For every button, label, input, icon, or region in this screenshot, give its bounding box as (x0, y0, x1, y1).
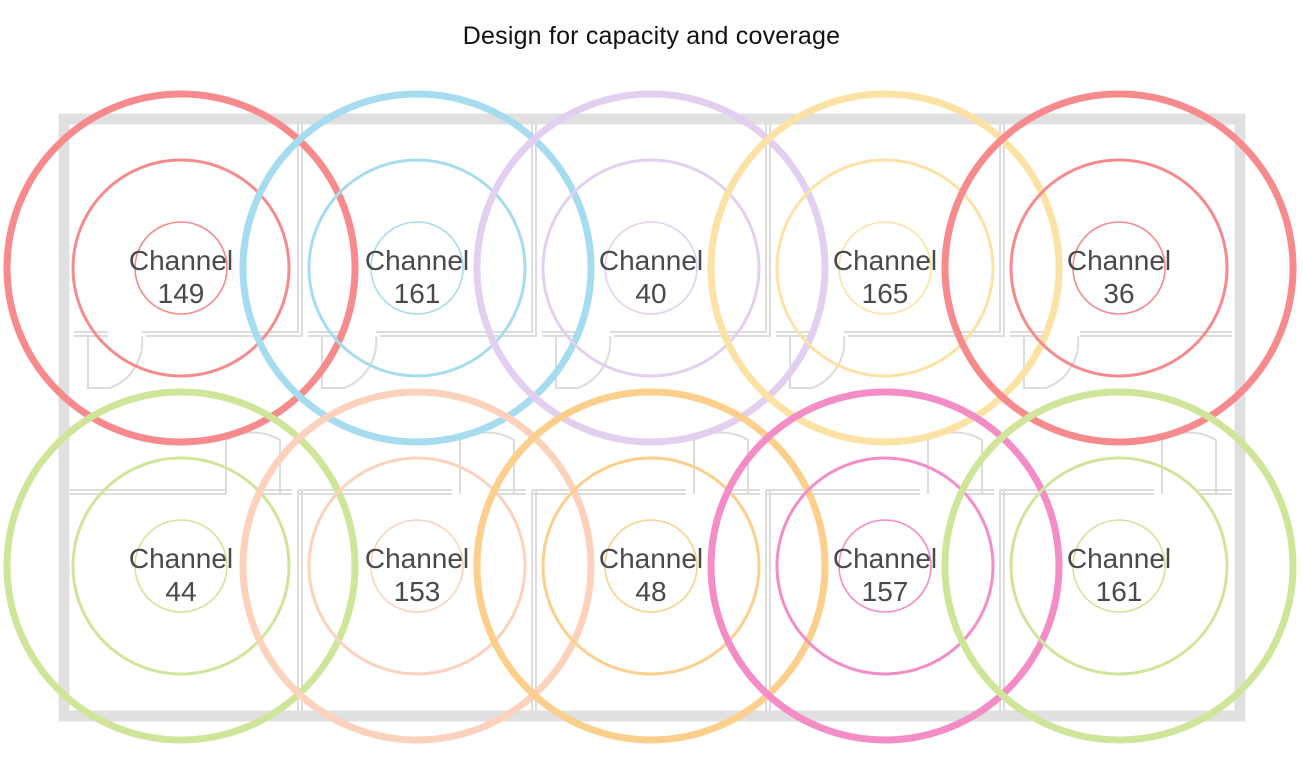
middle-coverage-ring (307, 158, 527, 378)
channel-number-label: 157 (862, 576, 909, 607)
channel-word-label: Channel (129, 245, 233, 276)
outer-coverage-ring (239, 90, 595, 446)
inner-coverage-ring (370, 519, 464, 613)
channel-number-label: 149 (158, 278, 205, 309)
inner-coverage-ring (604, 519, 698, 613)
channel-word-label: Channel (129, 543, 233, 574)
floor-plan (58, 113, 1246, 722)
inner-coverage-ring (838, 519, 932, 613)
channel-word-label: Channel (1067, 543, 1171, 574)
channel-number-label: 161 (394, 278, 441, 309)
outer-coverage-ring (3, 388, 359, 744)
inner-coverage-ring (1072, 519, 1166, 613)
building-outer-wall (58, 113, 1246, 722)
middle-coverage-ring (71, 158, 291, 378)
outer-coverage-ring (239, 388, 595, 744)
channel-word-label: Channel (599, 543, 703, 574)
channel-word-label: Channel (833, 543, 937, 574)
inner-coverage-ring (370, 221, 464, 315)
inner-coverage-ring (604, 221, 698, 315)
inner-coverage-ring (1072, 221, 1166, 315)
channel-number-label: 153 (394, 576, 441, 607)
room-partitions (70, 124, 1232, 711)
channel-number-label: 161 (1096, 576, 1143, 607)
channel-number-label: 44 (165, 576, 196, 607)
outer-coverage-ring (473, 90, 829, 446)
outer-coverage-ring (941, 388, 1297, 744)
middle-coverage-ring (1009, 158, 1229, 378)
middle-coverage-ring (775, 158, 995, 378)
channel-number-label: 40 (635, 278, 666, 309)
coverage-layer: Channel149Channel161Channel40Channel165C… (3, 90, 1297, 744)
middle-coverage-ring (775, 456, 995, 676)
channel-word-label: Channel (365, 543, 469, 574)
outer-coverage-ring (941, 90, 1297, 446)
inner-coverage-ring (134, 519, 228, 613)
channel-word-label: Channel (599, 245, 703, 276)
channel-number-label: 36 (1103, 278, 1134, 309)
middle-coverage-ring (71, 456, 291, 676)
channel-word-label: Channel (1067, 245, 1171, 276)
middle-coverage-ring (307, 456, 527, 676)
inner-coverage-ring (838, 221, 932, 315)
middle-coverage-ring (1009, 456, 1229, 676)
inner-coverage-ring (134, 221, 228, 315)
channel-number-label: 48 (635, 576, 666, 607)
middle-coverage-ring (541, 456, 761, 676)
outer-coverage-ring (707, 90, 1063, 446)
outer-coverage-ring (3, 90, 359, 446)
middle-coverage-ring (541, 158, 761, 378)
channel-word-label: Channel (365, 245, 469, 276)
channel-word-label: Channel (833, 245, 937, 276)
outer-coverage-ring (707, 388, 1063, 744)
outer-coverage-ring (473, 388, 829, 744)
diagram-title: Design for capacity and coverage (462, 22, 841, 50)
channel-number-label: 165 (862, 278, 909, 309)
